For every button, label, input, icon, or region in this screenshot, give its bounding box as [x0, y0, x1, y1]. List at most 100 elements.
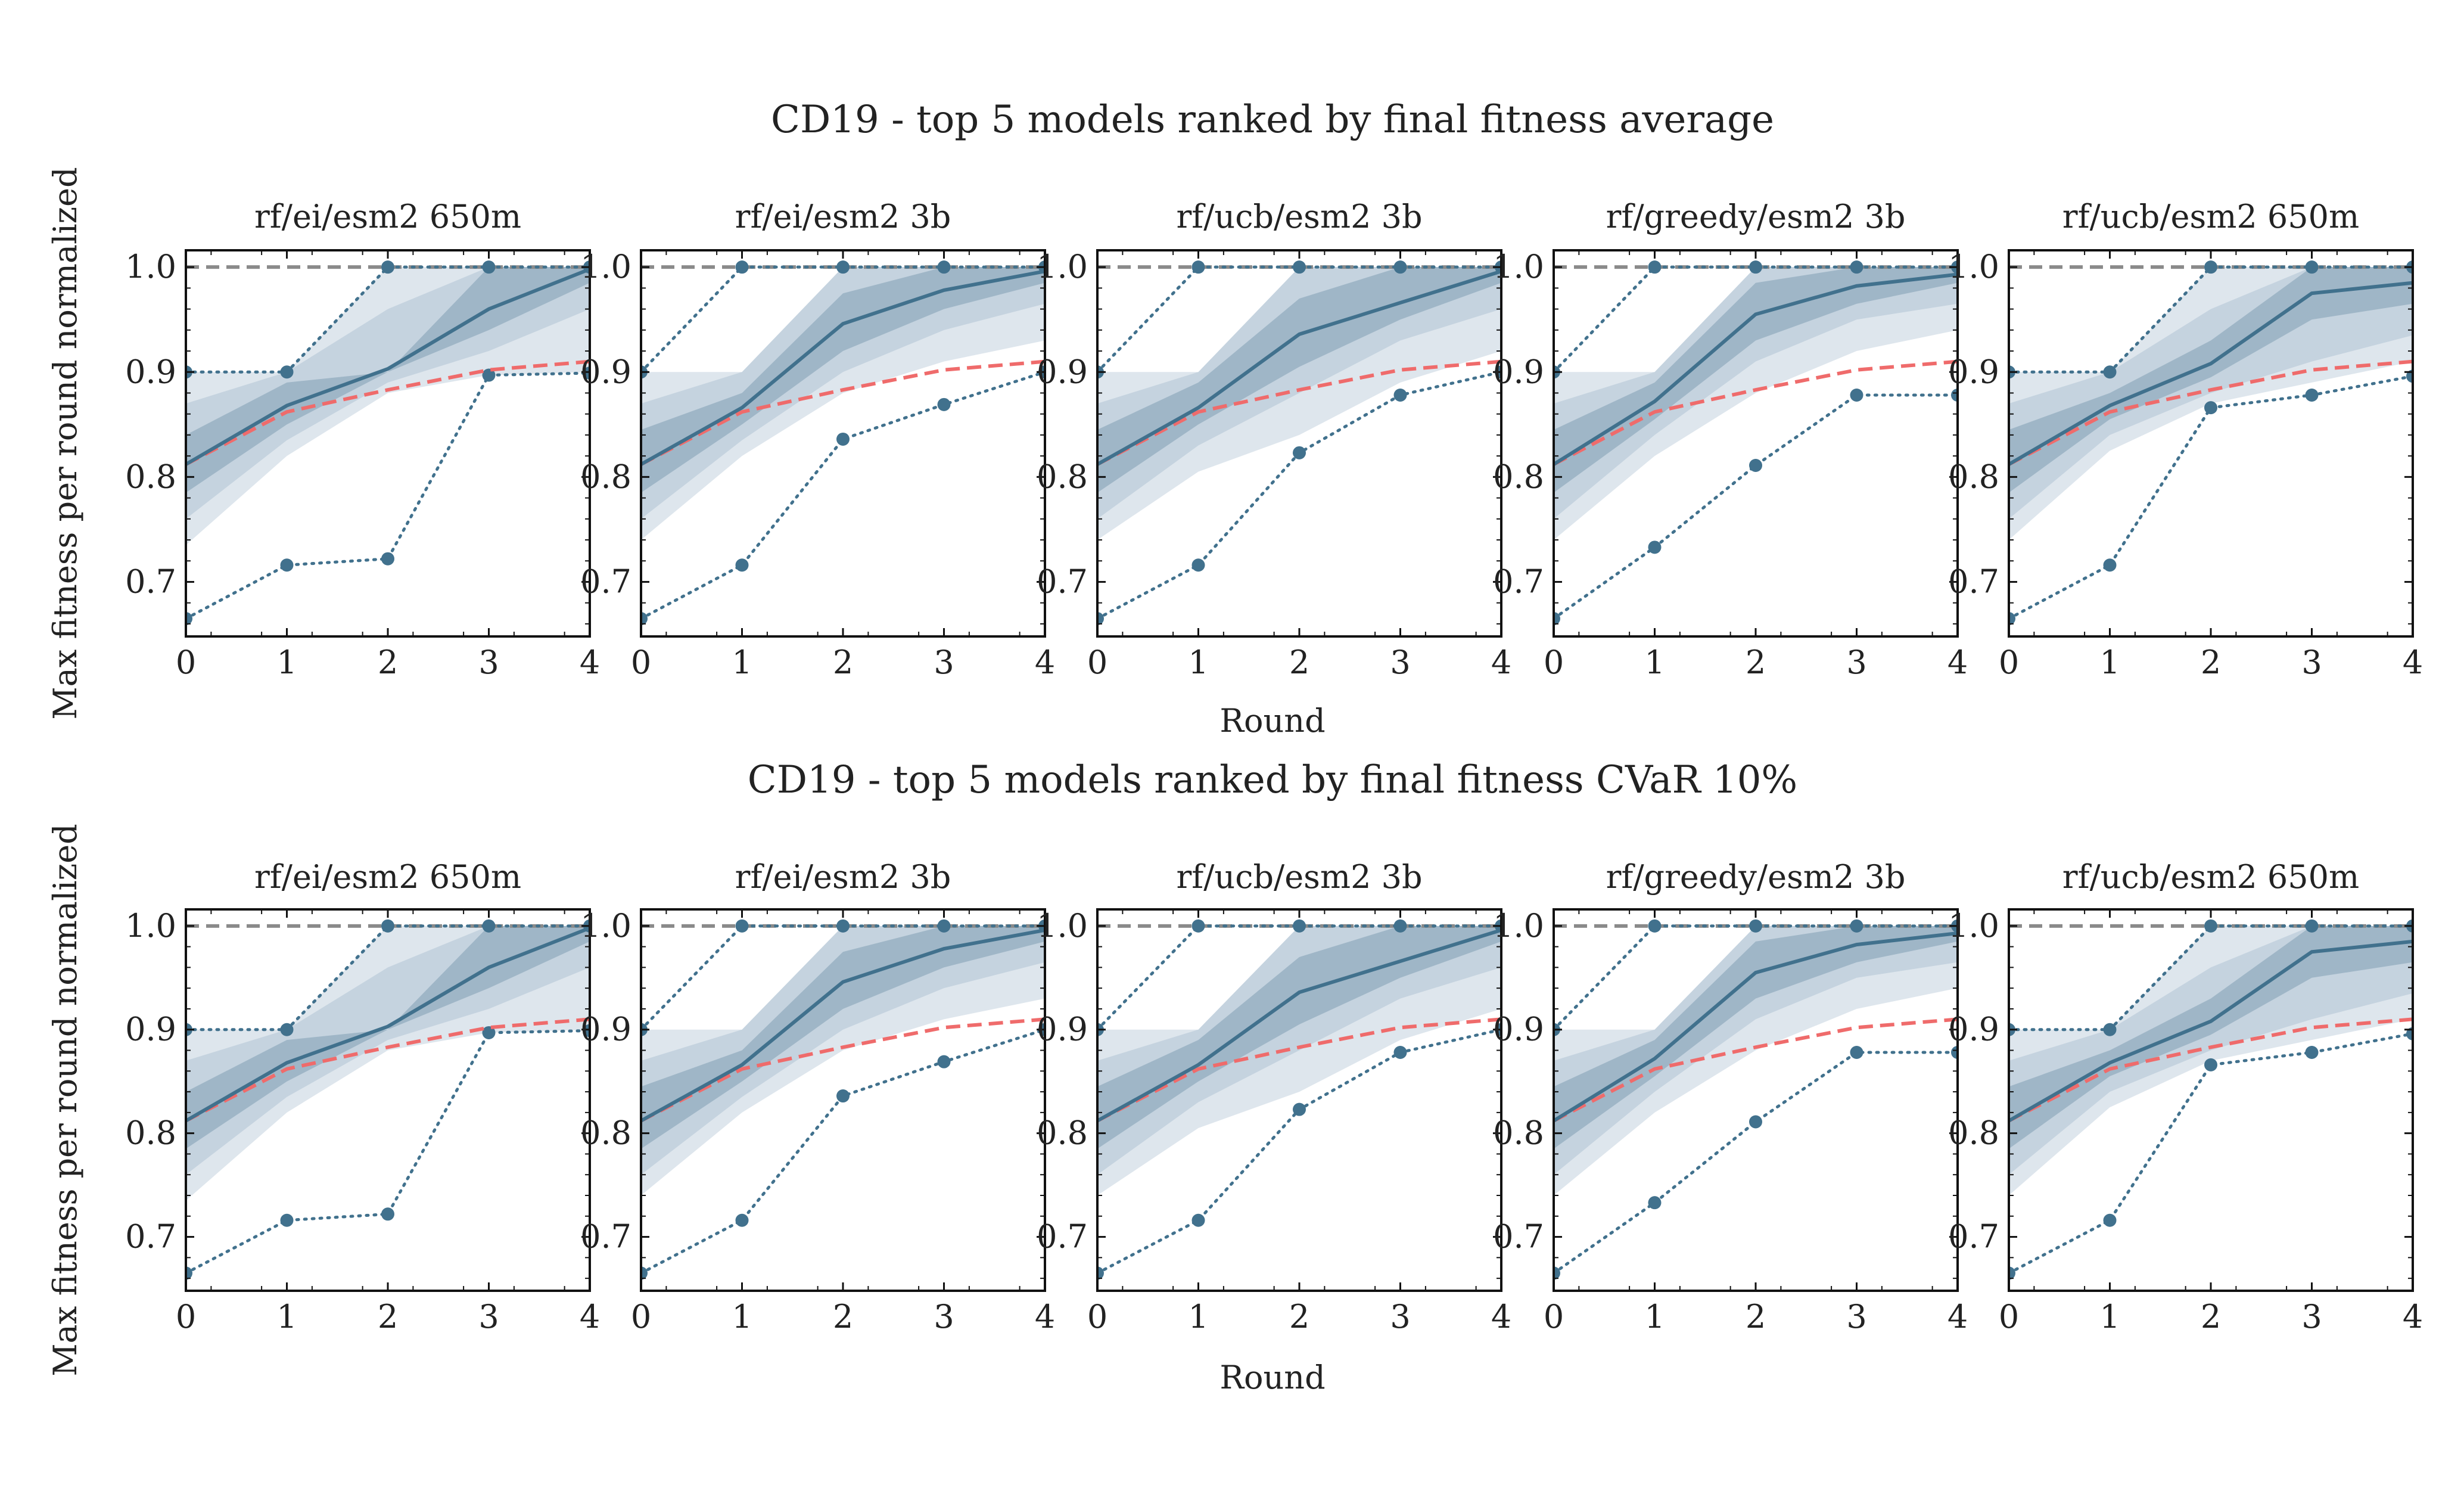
best-run-point — [2103, 365, 2117, 379]
band-dark — [186, 925, 590, 1149]
y-tick-label: 0.8 — [1037, 1114, 1088, 1152]
plot-area — [186, 919, 590, 1280]
y-tick-label: 1.0 — [125, 907, 176, 945]
plot-area — [641, 260, 1045, 626]
x-tick-label: 4 — [1035, 644, 1055, 681]
x-tick-label: 4 — [580, 1298, 600, 1335]
chart-row-0: CD19 - top 5 models ranked by final fitn… — [46, 98, 2423, 740]
panel: rf/greedy/esm2 3b 0 1 2 3 4 0.7 0.8 0.9 1.0 — [1493, 858, 1968, 1335]
y-tick-label: 0.8 — [1037, 458, 1088, 495]
y-tick-label: 0.8 — [1948, 1114, 1999, 1152]
best-run-point — [937, 260, 951, 274]
x-tick-label: 3 — [2301, 644, 2322, 681]
worst-run-point — [836, 432, 850, 446]
panel-title: rf/ucb/esm2 650m — [2062, 858, 2359, 896]
x-tick-label: 0 — [631, 644, 651, 681]
band-mid — [1097, 925, 1501, 1175]
best-run-point — [836, 919, 850, 933]
x-tick-label: 4 — [580, 644, 600, 681]
best-run-point — [381, 260, 394, 274]
reference-line — [1097, 1017, 1501, 1123]
best-run-point — [1393, 260, 1407, 274]
mean-line — [186, 267, 590, 466]
y-tick-label: 0.9 — [1948, 1011, 1999, 1048]
panel: rf/ucb/esm2 3b 0 1 2 3 4 0.7 0.8 0.9 1.0 — [1037, 858, 1511, 1335]
worst-run-point — [2305, 1046, 2319, 1059]
panel-title: rf/ei/esm2 3b — [735, 198, 951, 235]
worst-run-point — [280, 558, 294, 572]
mean-line — [2009, 281, 2413, 466]
worst-run-point — [836, 1089, 850, 1103]
panel-title: rf/ucb/esm2 3b — [1176, 198, 1422, 235]
y-tick-label: 1.0 — [580, 907, 631, 945]
plot-area — [1554, 260, 1958, 626]
y-tick-label: 0.7 — [125, 1218, 176, 1256]
y-tick-label: 0.8 — [1493, 458, 1544, 495]
best-run-point — [280, 365, 294, 379]
y-tick-label: 0.9 — [1948, 353, 1999, 390]
y-tick-label: 0.7 — [580, 563, 631, 600]
panel: rf/ucb/esm2 3b 0 1 2 3 4 0.7 0.8 0.9 1.0 — [1037, 198, 1511, 681]
worst-run-point — [2204, 1058, 2217, 1071]
band-mid — [1097, 267, 1501, 519]
panel: rf/ucb/esm2 650m 0 1 2 3 4 0.7 0.8 0.9 1.0 — [1948, 198, 2423, 681]
x-tick-label: 3 — [478, 1298, 499, 1335]
worst-run-line — [641, 370, 1045, 620]
x-tick-label: 1 — [276, 644, 297, 681]
x-tick-label: 3 — [1390, 1298, 1410, 1335]
x-tick-label: 2 — [1289, 644, 1309, 681]
best-run-point — [1749, 260, 1762, 274]
y-tick-label: 0.8 — [1948, 458, 1999, 495]
y-tick-label: 1.0 — [125, 248, 176, 285]
worst-run-point — [2009, 612, 2015, 626]
worst-run-point — [1951, 1046, 1958, 1059]
x-tick-label: 3 — [934, 644, 954, 681]
band-dark — [641, 267, 1045, 493]
best-run-point — [1850, 260, 1863, 274]
y-tick-label: 0.8 — [580, 1114, 631, 1152]
y-axis-label: Max fitness per round normalized — [46, 824, 84, 1376]
x-tick-label: 0 — [1544, 1298, 1564, 1335]
x-tick-label: 3 — [1846, 1298, 1866, 1335]
band-mid — [2009, 267, 2413, 519]
x-tick-label: 0 — [176, 644, 196, 681]
y-tick-label: 0.7 — [1037, 563, 1088, 600]
band-dark — [1097, 925, 1501, 1149]
worst-run-point — [381, 1207, 394, 1221]
x-tick-label: 0 — [1544, 644, 1564, 681]
band-dark — [1554, 267, 1958, 493]
panel: rf/ei/esm2 650m 0 1 2 3 4 0.7 0.8 0.9 1.0 — [125, 858, 600, 1335]
x-axis-label: Round — [1219, 702, 1325, 740]
reference-line — [2009, 1017, 2413, 1123]
worst-run-point — [1648, 1196, 1662, 1210]
panel-title: rf/ei/esm2 650m — [254, 858, 521, 896]
band-mid — [641, 925, 1045, 1175]
x-tick-label: 1 — [2099, 1298, 2120, 1335]
worst-run-point — [1850, 1046, 1863, 1059]
best-run-point — [482, 260, 496, 274]
y-tick-label: 0.8 — [125, 458, 176, 495]
plot-area — [1097, 260, 1501, 626]
band-light — [641, 267, 1045, 540]
mean-line — [641, 269, 1045, 466]
panel: rf/ei/esm2 3b 0 1 2 3 4 0.7 0.8 0.9 1.0 — [580, 858, 1055, 1335]
worst-run-point — [583, 366, 590, 380]
reference-line — [186, 1017, 590, 1123]
row-title: CD19 - top 5 models ranked by final fitn… — [748, 758, 1797, 802]
panel-title: rf/ei/esm2 3b — [735, 858, 951, 896]
reference-line — [1554, 1017, 1958, 1123]
x-tick-label: 0 — [1999, 644, 2019, 681]
band-mid — [641, 267, 1045, 519]
x-tick-label: 2 — [2201, 644, 2221, 681]
row-title: CD19 - top 5 models ranked by final fitn… — [771, 98, 1774, 142]
x-tick-label: 2 — [1289, 1298, 1309, 1335]
y-tick-label: 1.0 — [1037, 248, 1088, 285]
band-dark — [2009, 925, 2413, 1149]
mean-line — [2009, 939, 2413, 1123]
worst-run-point — [186, 612, 192, 626]
panel-title: rf/greedy/esm2 3b — [1606, 858, 1906, 896]
best-run-point — [735, 260, 749, 274]
x-tick-label: 4 — [1491, 1298, 1511, 1335]
best-run-point — [937, 919, 951, 933]
x-tick-label: 1 — [1644, 644, 1665, 681]
